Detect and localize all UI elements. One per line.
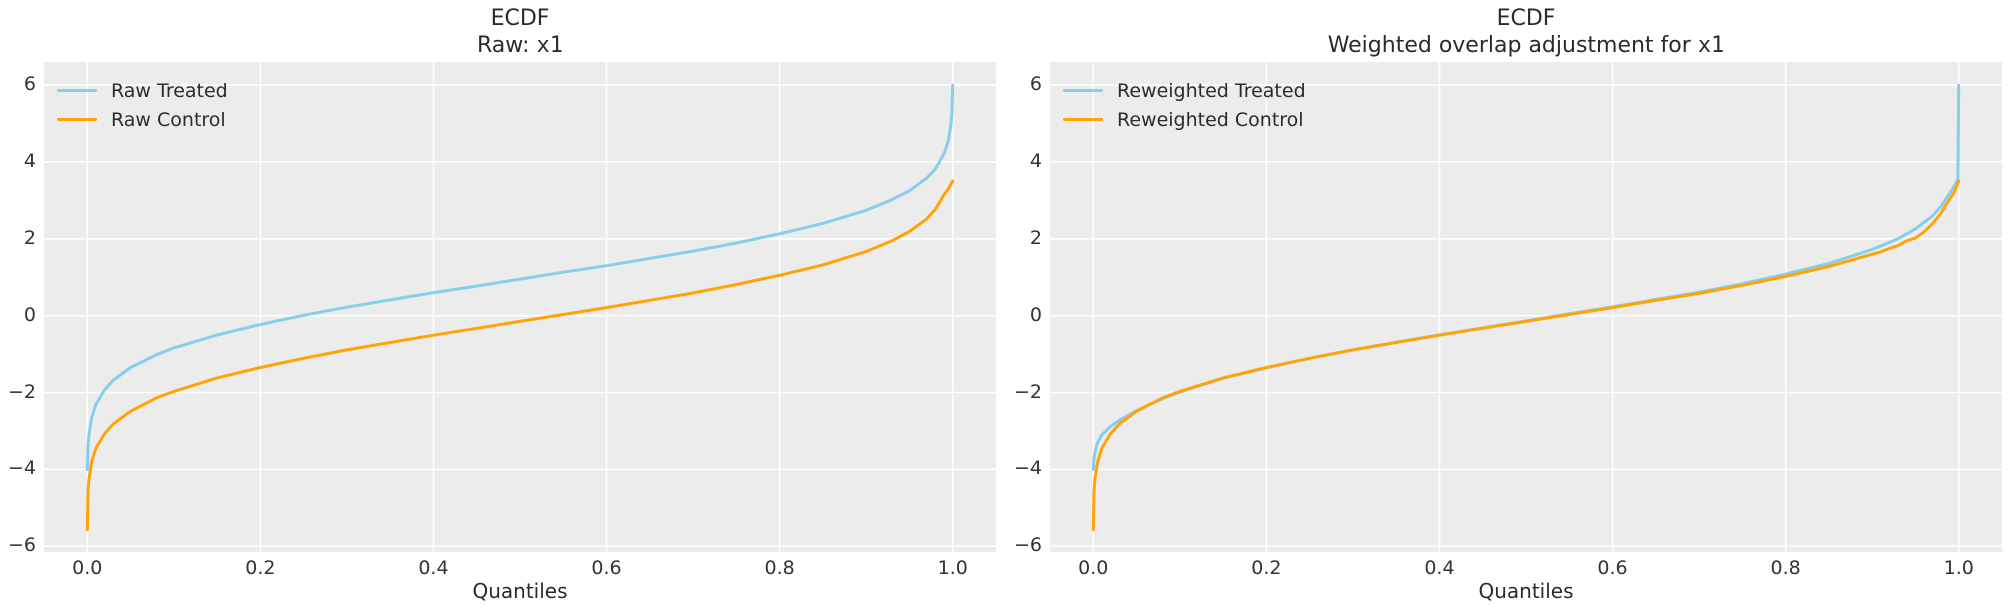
legend-item-reweighted-control: Reweighted Control bbox=[1063, 105, 1306, 134]
y-tick-label: −2 bbox=[1013, 380, 1042, 403]
left-chart-title: ECDF Raw: x1 bbox=[44, 5, 996, 59]
x-tick-label: 0.0 bbox=[72, 557, 103, 579]
x-tick-label: 0.2 bbox=[245, 557, 276, 579]
left-plot-area bbox=[44, 62, 996, 552]
reweighted-control-label: Reweighted Control bbox=[1117, 108, 1304, 131]
y-tick-label: −4 bbox=[7, 457, 36, 480]
raw-control-label: Raw Control bbox=[111, 108, 226, 131]
left-subtitle-prefix: Raw: bbox=[477, 33, 537, 58]
raw-treated-line-sample bbox=[57, 88, 97, 93]
raw-control-line-sample bbox=[57, 117, 97, 122]
y-tick-label: −2 bbox=[7, 380, 36, 403]
y-tick-label: −6 bbox=[7, 534, 36, 557]
y-tick-label: 2 bbox=[1029, 226, 1042, 249]
y-tick-label: 4 bbox=[1029, 149, 1042, 172]
x-tick-label: 1.0 bbox=[1943, 557, 1974, 579]
y-tick-label: 0 bbox=[1029, 303, 1042, 326]
x-tick-label: 0.6 bbox=[1597, 557, 1628, 579]
right-subtitle-prefix: Weighted overlap adjustment for bbox=[1327, 33, 1698, 58]
left-title-line1: ECDF bbox=[490, 6, 550, 31]
right-xaxis-label: Quantiles bbox=[1478, 579, 1574, 603]
legend-item-raw-control: Raw Control bbox=[57, 105, 228, 134]
left-title-line2: Raw: x1 bbox=[44, 32, 996, 59]
x-tick-label: 0.8 bbox=[1770, 557, 1801, 579]
left-subtitle-variable: x1 bbox=[536, 33, 563, 58]
left-xaxis-label: Quantiles bbox=[472, 579, 568, 603]
y-tick-label: 6 bbox=[1029, 73, 1042, 96]
x-tick-label: 0.8 bbox=[764, 557, 795, 579]
y-tick-label: −6 bbox=[1013, 534, 1042, 557]
raw-treated-label: Raw Treated bbox=[111, 79, 228, 102]
legend-item-reweighted-treated: Reweighted Treated bbox=[1063, 76, 1306, 105]
right-plot-area bbox=[1050, 62, 2002, 552]
x-tick-label: 0.0 bbox=[1078, 557, 1109, 579]
reweighted-control-line-sample bbox=[1063, 117, 1103, 122]
reweighted-treated-label: Reweighted Treated bbox=[1117, 79, 1306, 102]
reweighted-treated-line-sample bbox=[1063, 88, 1103, 93]
left-legend: Raw Treated Raw Control bbox=[57, 76, 228, 134]
y-tick-label: 0 bbox=[23, 303, 36, 326]
x-tick-label: 0.2 bbox=[1251, 557, 1282, 579]
y-tick-label: 2 bbox=[23, 226, 36, 249]
right-subtitle-variable: x1 bbox=[1697, 33, 1725, 58]
x-tick-label: 1.0 bbox=[937, 557, 968, 579]
x-tick-label: 0.4 bbox=[1424, 557, 1455, 579]
x-tick-label: 0.4 bbox=[418, 557, 449, 579]
legend-item-raw-treated: Raw Treated bbox=[57, 76, 228, 105]
right-title-line2: Weighted overlap adjustment for x1 bbox=[1050, 32, 2002, 59]
right-title-line1: ECDF bbox=[1496, 6, 1556, 31]
right-legend: Reweighted Treated Reweighted Control bbox=[1063, 76, 1306, 134]
x-tick-label: 0.6 bbox=[591, 557, 622, 579]
y-tick-label: 4 bbox=[23, 149, 36, 172]
y-tick-label: −4 bbox=[1013, 457, 1042, 480]
y-tick-label: 6 bbox=[23, 73, 36, 96]
right-chart-title: ECDF Weighted overlap adjustment for x1 bbox=[1050, 5, 2002, 59]
